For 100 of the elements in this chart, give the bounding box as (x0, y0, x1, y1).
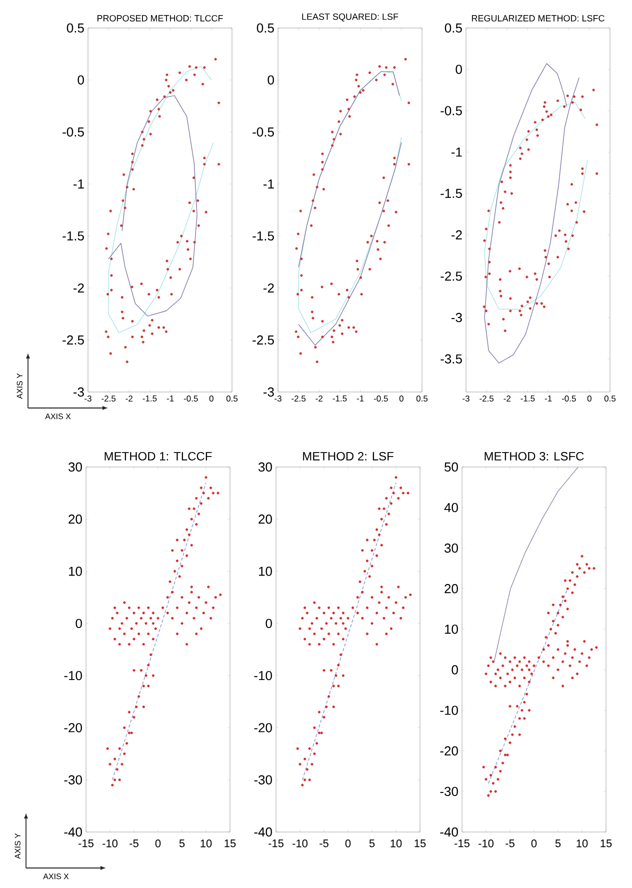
y-tick-label: 40 (444, 502, 458, 512)
line-series (108, 95, 198, 316)
x-tick-label: -2.5 (102, 396, 116, 402)
y-tick-label: -30 (64, 775, 82, 784)
x-tick-label: -2 (316, 396, 322, 402)
y-tick-label: -2 (73, 283, 84, 293)
x-tick-label: -5 (506, 840, 514, 848)
y-tick-label: 50 (444, 462, 458, 472)
x-tick-label: 15 (414, 840, 426, 848)
x-tick-label: -0.5 (184, 396, 198, 402)
y-tick-label: -1.5 (62, 231, 84, 241)
y-tick-label: -40 (254, 827, 272, 837)
x-tick-label: -3 (462, 396, 470, 402)
y-tick-label: -10 (64, 670, 82, 680)
x-tick-label: -1 (166, 396, 174, 402)
x-axis-title: AXIS X (43, 874, 69, 880)
line-series (108, 66, 214, 334)
x-tick-label: -3 (84, 396, 92, 402)
y-tick-label: 30 (444, 544, 458, 553)
y-tick-label: 0 (268, 75, 274, 85)
y-tick-label: -0.5 (252, 127, 274, 137)
x-tick-label: -10 (292, 840, 308, 848)
y-tick-label: 30 (258, 462, 272, 472)
x-tick-label: 10 (576, 840, 588, 848)
y-tick-label: -2 (263, 283, 274, 293)
x-tick-label: 0 (209, 396, 214, 402)
y-tick-label: -2.5 (62, 335, 84, 345)
chart-title: LEAST SQUARED: LSF (302, 13, 398, 22)
x-tick-label: 0 (155, 840, 161, 848)
x-tick-label: 5 (369, 840, 375, 848)
y-tick-label: -20 (254, 723, 272, 732)
chart-title: METHOD 3: LSFC (484, 452, 584, 460)
line-series (298, 71, 400, 268)
x-tick-label: 0.5 (416, 396, 428, 402)
x-tick-label: -2 (126, 396, 132, 402)
y-tick-label: 20 (258, 514, 272, 524)
y-tick-label: -20 (440, 746, 458, 756)
x-tick-label: -0.5 (374, 396, 388, 402)
y-tick-label: -20 (64, 723, 82, 732)
y-tick-label: -10 (254, 670, 272, 680)
y-tick-label: 20 (68, 514, 82, 524)
x-tick-label: -1.5 (332, 396, 347, 402)
x-tick-label: -1.5 (520, 396, 535, 402)
y-tick-label: 20 (444, 584, 458, 594)
y-tick-label: -30 (254, 775, 272, 784)
y-tick-label: -2.5 (440, 272, 462, 281)
y-tick-label: -1 (451, 148, 462, 157)
y-tick-label: -40 (440, 827, 458, 837)
y-tick-label: -2 (451, 230, 462, 240)
y-tick-label: 0 (76, 618, 82, 628)
x-tick-label: -15 (454, 840, 470, 848)
y-tick-label: 0 (78, 75, 84, 85)
x-tick-label: 5 (179, 840, 185, 848)
line-series (484, 63, 580, 364)
x-tick-label: -2.5 (480, 396, 494, 402)
x-tick-label: -1 (356, 396, 364, 402)
y-tick-label: -2.5 (252, 335, 274, 345)
x-tick-label: -3 (274, 396, 282, 402)
x-tick-label: 15 (224, 840, 236, 848)
x-tick-label: -5 (320, 840, 328, 848)
y-tick-label: -1.5 (252, 231, 274, 241)
y-tick-label: 0.5 (444, 23, 462, 33)
y-tick-label: -1 (73, 180, 84, 188)
y-tick-label: 0 (456, 64, 462, 74)
y-tick-label: 10 (68, 566, 82, 576)
x-tick-label: -15 (78, 840, 94, 848)
y-axis-title: AXIS Y (16, 373, 22, 399)
x-tick-label: 0 (345, 840, 351, 848)
x-tick-label: 0 (587, 396, 592, 402)
y-axis-title: AXIS Y (14, 833, 20, 859)
y-tick-label: 10 (258, 566, 272, 576)
y-tick-label: -0.5 (62, 127, 84, 137)
x-tick-label: 10 (200, 840, 212, 848)
y-tick-label: -1 (263, 180, 274, 188)
y-tick-label: -1.5 (440, 188, 462, 198)
x-tick-label: 10 (390, 840, 402, 848)
x-tick-label: 0.5 (604, 396, 616, 402)
x-tick-label: -2.5 (292, 396, 306, 402)
y-tick-label: 0.5 (66, 23, 84, 33)
chart-title: METHOD 2: LSF (303, 452, 394, 460)
x-tick-label: -5 (130, 840, 138, 848)
y-tick-label: -3 (451, 312, 462, 322)
x-tick-label: -0.5 (562, 396, 576, 402)
x-tick-label: 5 (555, 840, 561, 848)
y-tick-label: 0.5 (256, 23, 274, 33)
x-tick-label: -1 (544, 396, 552, 402)
x-tick-label: -10 (478, 840, 494, 848)
y-tick-label: -3.5 (440, 354, 462, 364)
y-tick-label: 0 (266, 618, 272, 628)
y-tick-label: -30 (440, 786, 458, 796)
x-tick-label: -2 (504, 396, 510, 402)
y-tick-label: -40 (64, 827, 82, 837)
chart-title: PROPOSED METHOD: TLCCF (97, 15, 223, 22)
chart-title: REGULARIZED METHOD: LSFC (472, 15, 604, 22)
x-tick-label: 0 (399, 396, 404, 402)
x-tick-label: -15 (268, 840, 284, 848)
x-tick-label: 0.5 (226, 396, 238, 402)
x-tick-label: 0 (531, 840, 537, 848)
x-tick-label: -1.5 (142, 396, 157, 402)
x-axis-title: AXIS X (45, 414, 71, 420)
